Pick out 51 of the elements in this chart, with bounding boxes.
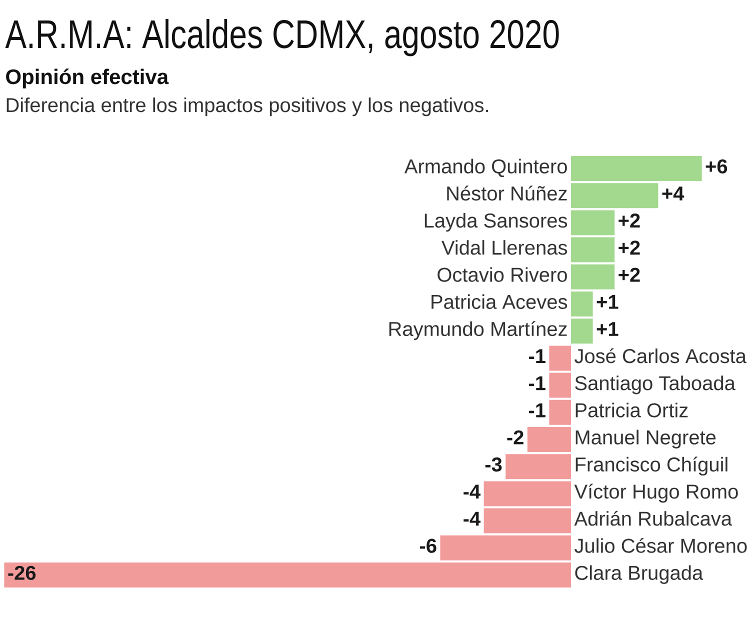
y-tick-label: Armando Quintero [404, 158, 567, 178]
y-tick-label: Víctor Hugo Romo [574, 484, 738, 503]
bar [571, 183, 658, 208]
bar [506, 454, 572, 480]
data-label: -2 [507, 430, 524, 444]
data-label: +6 [706, 159, 728, 174]
bar [4, 562, 572, 588]
y-tick-label: Clara Brugada [575, 565, 704, 584]
bar [549, 372, 572, 398]
bar [571, 291, 593, 316]
y-tick-label: Patricia Aceves [432, 294, 568, 309]
data-label: -1 [529, 376, 546, 390]
data-label: -4 [464, 484, 481, 498]
y-tick-label: Francisco Chíguil [576, 456, 728, 476]
data-label: -26 [8, 566, 36, 580]
bar [549, 400, 572, 425]
y-tick-label: Raymundo Martínez [389, 321, 567, 340]
data-label: -1 [529, 403, 546, 418]
y-tick-label: Vidal Llerenas [442, 240, 568, 255]
text: Diferencia entre los impactos positivos y los negativos. [6, 97, 488, 116]
bar [549, 346, 572, 371]
bar [571, 318, 593, 344]
data-label: -1 [529, 349, 546, 363]
data-label: +1 [596, 295, 618, 309]
data-label: +2 [618, 240, 640, 255]
data-label: +1 [596, 322, 618, 336]
data-label: +2 [618, 214, 640, 228]
bar [440, 535, 572, 560]
data-label: +2 [618, 268, 640, 282]
data-label: -3 [485, 457, 502, 472]
y-tick-label: Manuel Negrete [576, 430, 716, 448]
chart-subtitle: Opinión efectiva [6, 68, 169, 88]
y-tick-label: Patricia Ortiz [576, 402, 688, 418]
bar [484, 481, 572, 506]
data-label: -4 [464, 512, 481, 526]
y-tick-label: Octavio Rivero [438, 267, 567, 282]
y-tick-label: Santiago Taboada [575, 376, 736, 394]
y-tick-label: Julio César Moreno [574, 538, 747, 553]
bar [571, 156, 702, 181]
data-label: -6 [420, 538, 436, 553]
y-tick-label: Adrián Rubalcava [574, 510, 732, 526]
chart-title: A.R.M.A: Alcaldes CDMX, agosto 2020 [5, 19, 559, 56]
data-label: +4 [662, 186, 684, 200]
y-tick-label: Layda Sansores [424, 212, 568, 232]
bar [571, 264, 615, 290]
bar [527, 426, 572, 452]
y-tick-label: José Carlos Acosta [574, 348, 746, 364]
bar [571, 237, 615, 262]
bar [484, 508, 572, 534]
y-tick-label: Néstor Núñez [447, 186, 567, 201]
bar [571, 210, 615, 236]
